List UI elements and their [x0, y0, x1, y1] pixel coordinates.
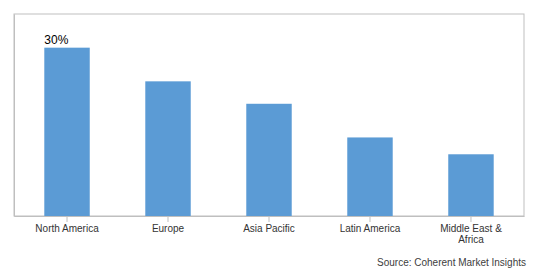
x-tick-label: Europe [152, 223, 185, 234]
x-tick-label-line: Europe [152, 223, 185, 234]
x-tick-label: Middle East &Africa [440, 223, 502, 245]
bar [44, 48, 89, 216]
x-tick-label-line: North America [35, 223, 99, 234]
y-axis [14, 15, 15, 217]
y-axis-line [14, 15, 15, 217]
x-tick-label-line: Latin America [340, 223, 401, 234]
x-tick-mark [67, 216, 68, 222]
chart-svg: North America Europe Asia Pacific Latin Ame… [0, 0, 538, 272]
x-tick-mark [168, 216, 169, 222]
x-tick: Europe [152, 216, 185, 234]
plot-area: North America Europe Asia Pacific Latin Ame… [14, 14, 525, 245]
x-tick-mark [470, 216, 471, 222]
source: Source: Coherent Market Insights [377, 257, 526, 268]
x-tick-label: Asia Pacific [243, 223, 295, 234]
annotation: 30% [44, 33, 68, 47]
x-tick-label: Latin America [340, 223, 401, 234]
bar [145, 81, 190, 216]
x-tick: North America [35, 216, 99, 234]
x-tick-label: North America [35, 223, 99, 234]
bar [246, 104, 291, 216]
x-tick-mark [369, 216, 370, 222]
x-tick-label-line: Africa [458, 234, 484, 245]
chart-container: North America Europe Asia Pacific Latin Ame… [0, 0, 538, 272]
x-tick-label-line: Asia Pacific [243, 223, 295, 234]
x-axis: North America Europe Asia Pacific Latin Ame… [15, 216, 525, 245]
bars [44, 48, 493, 216]
x-tick: Asia Pacific [243, 216, 295, 234]
x-tick: Middle East &Africa [440, 216, 502, 245]
x-tick: Latin America [340, 216, 401, 234]
bar [347, 137, 392, 216]
x-tick-label-line: Middle East & [440, 223, 502, 234]
x-tick-mark [269, 216, 270, 222]
plot-frame [14, 14, 524, 216]
bar [448, 154, 493, 216]
